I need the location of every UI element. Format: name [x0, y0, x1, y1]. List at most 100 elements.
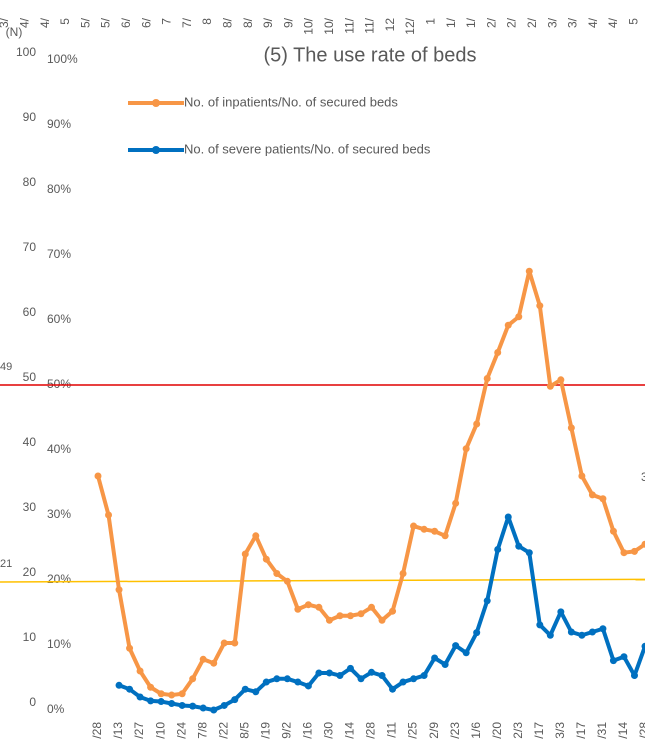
- top-date-label: 5/: [99, 17, 113, 28]
- y2-tick-label: 90: [23, 110, 37, 124]
- data-point: [483, 597, 491, 605]
- data-point: [357, 675, 365, 683]
- data-point: [105, 511, 113, 519]
- data-point: [389, 685, 397, 693]
- x-tick-label: /30: [322, 722, 336, 739]
- data-point: [441, 532, 449, 540]
- x-tick-label: /14: [343, 722, 357, 739]
- top-date-label: 10/: [322, 17, 336, 34]
- reference-label: 21: [0, 558, 12, 570]
- y-tick-label: 20%: [47, 572, 71, 586]
- data-point: [431, 654, 439, 662]
- x-tick-label: /10: [153, 722, 167, 739]
- data-point: [399, 678, 407, 686]
- top-date-label: 12: [383, 18, 397, 32]
- data-point: [336, 612, 344, 620]
- data-point: [641, 540, 645, 548]
- data-point: [557, 608, 565, 616]
- data-point: [283, 675, 291, 683]
- data-point: [252, 688, 260, 696]
- top-date-label: 3/: [566, 17, 580, 28]
- reference-label: 49: [0, 361, 12, 373]
- y-tick-label: 0%: [47, 702, 65, 716]
- x-tick-label: 2/3: [511, 722, 525, 739]
- data-point: [483, 375, 491, 382]
- x-tick-label: 8/5: [237, 722, 251, 739]
- x-tick-label: /28: [90, 722, 104, 739]
- y-tick-label: 100%: [47, 52, 78, 66]
- left-axis-label: (N): [6, 25, 23, 39]
- data-point: [588, 628, 596, 636]
- top-date-label: 4/: [606, 17, 620, 28]
- x-tick-label: /16: [301, 722, 315, 739]
- data-point: [210, 706, 218, 714]
- top-date-label: 5: [626, 18, 640, 25]
- top-date-label: 10/: [302, 17, 316, 34]
- data-point: [210, 659, 218, 667]
- data-point: [315, 669, 323, 677]
- x-tick-label: 3/3: [553, 722, 567, 739]
- reference-line: [0, 578, 645, 583]
- x-tick-label: /13: [111, 722, 125, 739]
- x-tick-label: /27: [132, 722, 146, 739]
- y-tick-label: 40%: [47, 442, 71, 456]
- top-date-label: 1/: [444, 17, 458, 28]
- top-date-label: 9/: [281, 17, 295, 28]
- data-point: [178, 690, 186, 698]
- x-tick-label: /17: [532, 722, 546, 739]
- data-point: [220, 701, 228, 709]
- data-point: [378, 616, 386, 624]
- data-point: [178, 701, 186, 709]
- data-point: [410, 675, 418, 683]
- data-point: [157, 690, 165, 698]
- x-tick-label: /20: [490, 722, 504, 739]
- top-date-label: 11/: [342, 17, 356, 33]
- data-point: [567, 628, 575, 636]
- data-point: [494, 349, 502, 356]
- top-date-label: 1/: [464, 17, 478, 28]
- data-point: [136, 667, 144, 675]
- data-point: [620, 653, 628, 661]
- data-point: [368, 603, 375, 611]
- data-point: [599, 625, 607, 633]
- x-tick-label: /28: [637, 722, 645, 739]
- top-date-label: 6/: [139, 17, 153, 28]
- data-point: [315, 603, 323, 611]
- data-point: [273, 675, 281, 683]
- top-date-label: 12/: [403, 17, 417, 34]
- y2-tick-label: 10: [23, 630, 37, 644]
- y-tick-label: 30%: [47, 507, 71, 521]
- data-point: [452, 499, 460, 507]
- top-date-label: 8: [200, 18, 214, 25]
- data-point: [325, 669, 333, 677]
- data-point: [147, 697, 155, 705]
- top-date-label: 9/: [261, 17, 275, 28]
- y2-tick-label: 20: [23, 565, 37, 579]
- data-point: [630, 547, 638, 555]
- x-tick-label: /11: [385, 722, 399, 738]
- data-point: [567, 424, 575, 432]
- x-tick-label: /14: [616, 722, 630, 739]
- top-date-label: 5: [58, 18, 72, 25]
- data-point: [294, 605, 302, 613]
- data-point: [241, 550, 249, 558]
- y2-tick-label: 30: [23, 500, 37, 514]
- top-date-label: 3/: [545, 17, 559, 28]
- data-point: [241, 685, 249, 693]
- top-date-label: 2/: [505, 17, 519, 28]
- top-date-label: 11/: [363, 17, 377, 33]
- data-point: [473, 629, 481, 637]
- data-point: [599, 495, 607, 503]
- data-point: [231, 696, 239, 704]
- top-date-label: 7: [160, 18, 174, 25]
- data-point: [452, 642, 460, 650]
- data-point: [168, 700, 176, 707]
- top-date-label: 6/: [119, 17, 133, 28]
- data-point: [525, 267, 533, 275]
- data-point: [346, 664, 354, 672]
- data-point: [378, 672, 386, 680]
- top-date-label: 4/: [38, 17, 52, 28]
- y2-tick-label: 40: [23, 435, 37, 449]
- data-point: [494, 545, 502, 553]
